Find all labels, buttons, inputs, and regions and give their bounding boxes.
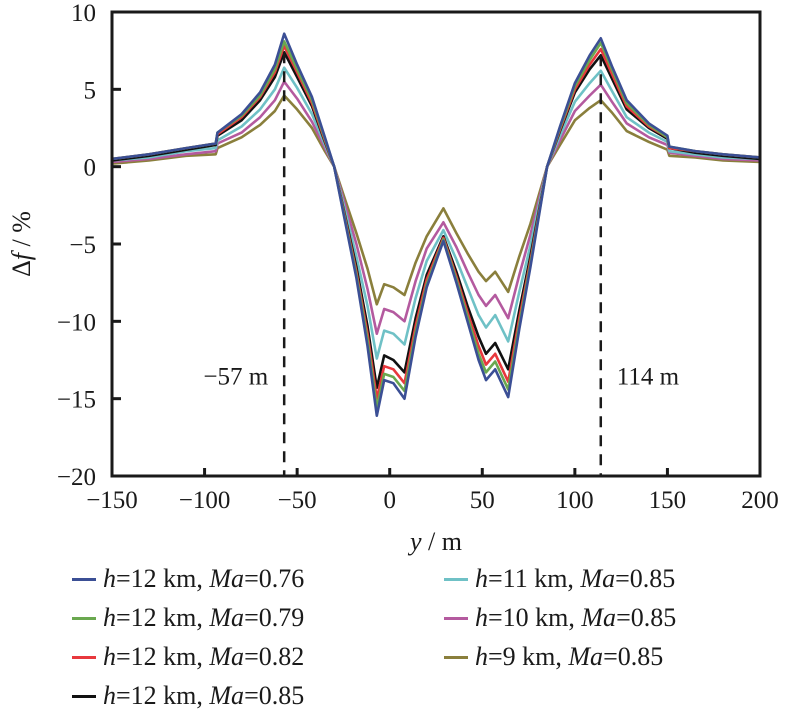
legend-swatch [444,577,468,581]
legend-label: h=12 km, Ma=0.79 [103,603,305,632]
legend-swatch [72,694,96,698]
y-tick-label: 5 [84,77,97,104]
legend-item: h=10 km, Ma=0.85 [444,601,676,635]
y-tick-label: 0 [84,155,97,182]
plot-lines [111,32,761,417]
legend-label: h=10 km, Ma=0.85 [475,603,677,632]
y-axis-title-prefix: Δ [7,260,36,277]
legend-label: h=12 km, Ma=0.76 [103,564,305,593]
y-tick-label: −20 [57,464,96,491]
legend-label: h=12 km, Ma=0.82 [103,642,305,671]
series-line-4 [111,66,761,360]
legend-label: h=12 km, Ma=0.85 [103,681,305,710]
series-line-6 [111,94,761,306]
y-tick-label: −10 [57,309,96,336]
x-axis-title-var: y [407,527,422,556]
x-tick-label: −50 [278,487,317,514]
x-axis: −150 −100 −50 0 50 100 150 200 [86,468,779,514]
series-line-5 [111,80,761,335]
annotations: −57 m 114 m [203,363,679,390]
legend-swatch [72,577,96,581]
series-line-0 [111,32,761,417]
legend-swatch [444,655,468,659]
legend-label: h=11 km, Ma=0.85 [475,564,676,593]
legend-swatch [444,616,468,620]
x-axis-title: y / m [407,527,462,556]
series-line-1 [111,40,761,410]
x-tick-label: 200 [741,487,779,514]
y-axis-title: Δf / % [7,211,36,277]
legend-swatch [72,616,96,620]
y-axis: 10 5 0 −5 −10 −15 −20 [57,0,121,491]
y-tick-label: −15 [57,387,96,414]
x-tick-label: 150 [649,487,687,514]
y-axis-title-var: f [7,249,36,260]
annotation-label-0: −57 m [203,363,268,390]
x-tick-label: 100 [556,487,594,514]
legend-item: h=9 km, Ma=0.85 [444,640,663,674]
reference-lines [282,52,603,476]
legend-item: h=12 km, Ma=0.79 [72,601,304,635]
y-tick-label: −5 [69,232,96,259]
legend-label: h=9 km, Ma=0.85 [475,642,664,671]
chart: −150 −100 −50 0 50 100 150 200 1050−5−10−15−20 … [7,0,779,556]
x-tick-label: 50 [470,487,495,514]
annotation-label-1: 114 m [617,363,680,390]
x-tick-label: −150 [86,487,138,514]
legend-swatch [72,655,96,659]
y-tick-label: 10 [71,0,96,27]
x-tick-label: 0 [383,487,396,514]
x-axis-title-unit: / m [422,527,462,556]
legend-item: h=12 km, Ma=0.76 [72,562,304,596]
legend-item: h=11 km, Ma=0.85 [444,562,675,596]
y-axis-title-unit: / % [7,211,36,253]
x-tick-label: −100 [179,487,231,514]
legend-item: h=12 km, Ma=0.85 [72,679,304,713]
legend-item: h=12 km, Ma=0.82 [72,640,304,674]
